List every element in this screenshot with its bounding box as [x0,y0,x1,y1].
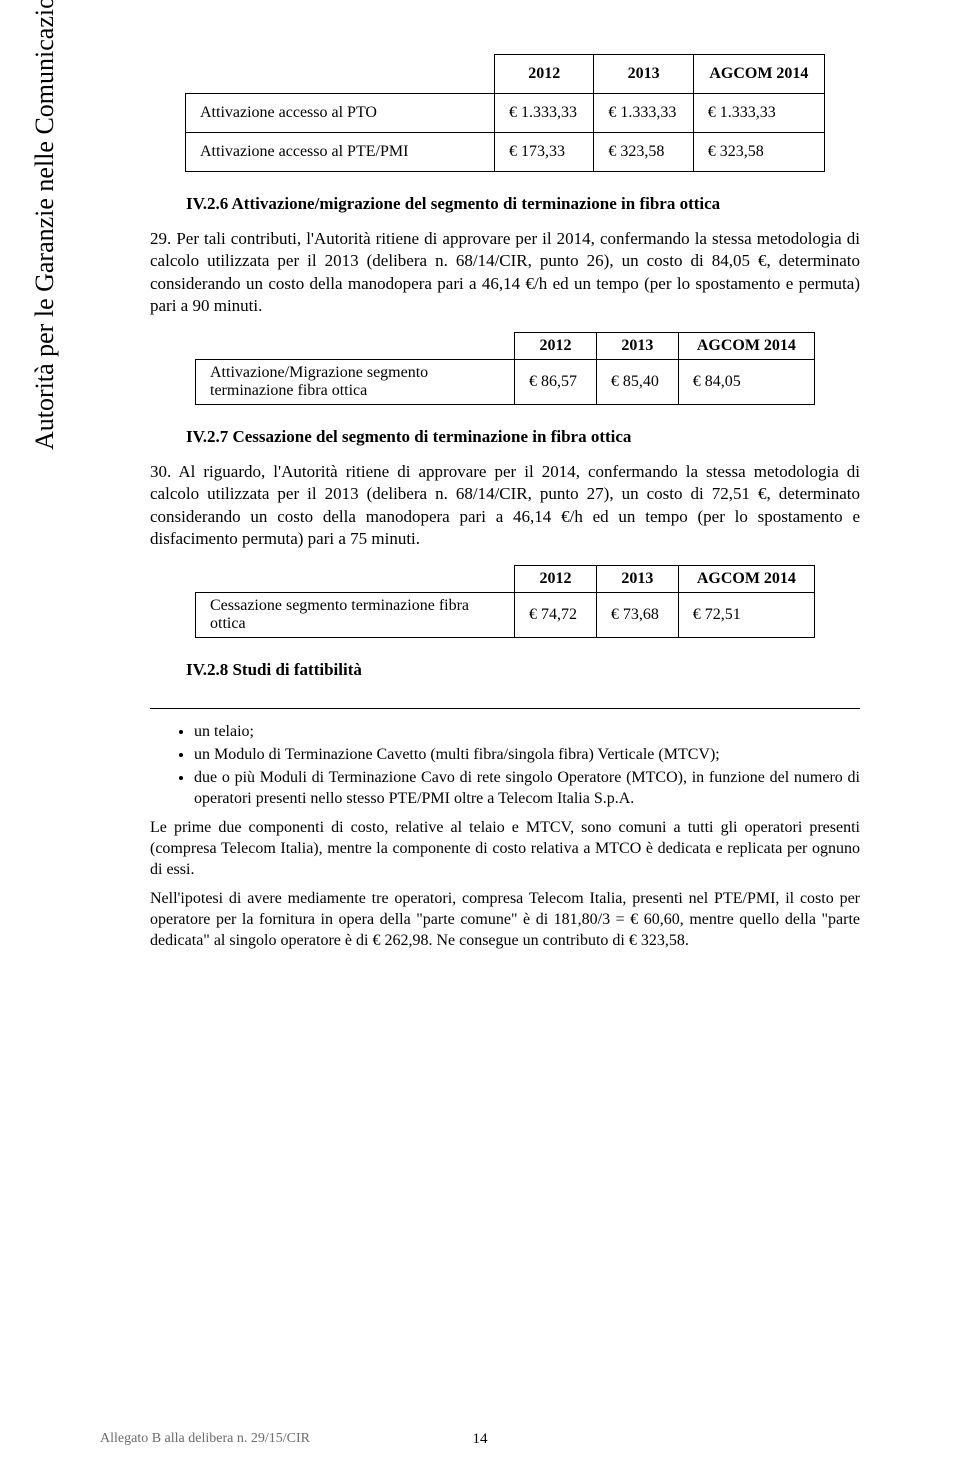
table-cell: € 73,68 [596,592,678,637]
table-row: Attivazione accesso al PTO € 1.333,33 € … [186,94,825,133]
paragraph-30: 30. Al riguardo, l'Autorità ritiene di a… [150,461,860,551]
table-header-row: 2012 2013 AGCOM 2014 [196,332,815,359]
table-cell-label: Attivazione accesso al PTE/PMI [186,133,495,172]
paragraph-number: 29. [150,229,171,248]
table-header: 2012 [515,332,597,359]
table-header: 2012 [495,55,594,94]
table-header: AGCOM 2014 [678,565,814,592]
table-cell: € 84,05 [678,359,814,404]
table-cell: € 74,72 [515,592,597,637]
table-cell: € 1.333,33 [594,94,693,133]
table-header-blank [186,55,495,94]
table-cell: € 72,51 [678,592,814,637]
table-header-blank [196,565,515,592]
table-header: 2013 [596,332,678,359]
table-attivazione-migrazione: 2012 2013 AGCOM 2014 Attivazione/Migrazi… [195,332,815,405]
list-item: due o più Moduli di Terminazione Cavo di… [194,767,860,809]
section-heading-iv28: IV.2.8 Studi di fattibilità [186,660,860,680]
page-footer: Allegato B alla delibera n. 29/15/CIR 14 [100,1431,860,1447]
table-cell: € 173,33 [495,133,594,172]
table-cell-label: Attivazione accesso al PTO [186,94,495,133]
table-cell: € 323,58 [693,133,824,172]
footnote-bullet-list: un telaio; un Modulo di Terminazione Cav… [150,721,860,809]
table-cell: € 86,57 [515,359,597,404]
section-heading-iv26: IV.2.6 Attivazione/migrazione del segmen… [186,194,860,214]
paragraph-text: Al riguardo, l'Autorità ritiene di appro… [150,462,860,548]
table-header: AGCOM 2014 [693,55,824,94]
side-authority-text: Autorità per le Garanzie nelle Comunicaz… [30,0,60,450]
footnote-paragraph-1: Le prime due componenti di costo, relati… [150,817,860,880]
table-cell: € 85,40 [596,359,678,404]
table-header: 2013 [596,565,678,592]
list-item: un telaio; [194,721,860,742]
table-cell: € 323,58 [594,133,693,172]
table-header: 2013 [594,55,693,94]
table-header: 2012 [515,565,597,592]
page-number: 14 [473,1431,488,1448]
horizontal-rule [150,708,860,709]
list-item: un Modulo di Terminazione Cavetto (multi… [194,744,860,765]
table-cessazione: 2012 2013 AGCOM 2014 Cessazione segmento… [195,565,815,638]
paragraph-29: 29. Per tali contributi, l'Autorità riti… [150,228,860,318]
table-attivazione-accesso: 2012 2013 AGCOM 2014 Attivazione accesso… [185,54,825,172]
table-header-blank [196,332,515,359]
table-cell-label: Attivazione/Migrazione segmento terminaz… [196,359,515,404]
footnote-paragraph-2: Nell'ipotesi di avere mediamente tre ope… [150,888,860,951]
table-header-row: 2012 2013 AGCOM 2014 [196,565,815,592]
table-header-row: 2012 2013 AGCOM 2014 [186,55,825,94]
paragraph-text: Per tali contributi, l'Autorità ritiene … [150,229,860,315]
footer-left-text: Allegato B alla delibera n. 29/15/CIR [100,1431,310,1447]
table-cell: € 1.333,33 [495,94,594,133]
paragraph-number: 30. [150,462,171,481]
table-row: Cessazione segmento terminazione fibra o… [196,592,815,637]
table-row: Attivazione accesso al PTE/PMI € 173,33 … [186,133,825,172]
section-heading-iv27: IV.2.7 Cessazione del segmento di termin… [186,427,860,447]
table-cell: € 1.333,33 [693,94,824,133]
table-row: Attivazione/Migrazione segmento terminaz… [196,359,815,404]
page: Autorità per le Garanzie nelle Comunicaz… [0,0,960,1475]
table-cell-label: Cessazione segmento terminazione fibra o… [196,592,515,637]
table-header: AGCOM 2014 [678,332,814,359]
